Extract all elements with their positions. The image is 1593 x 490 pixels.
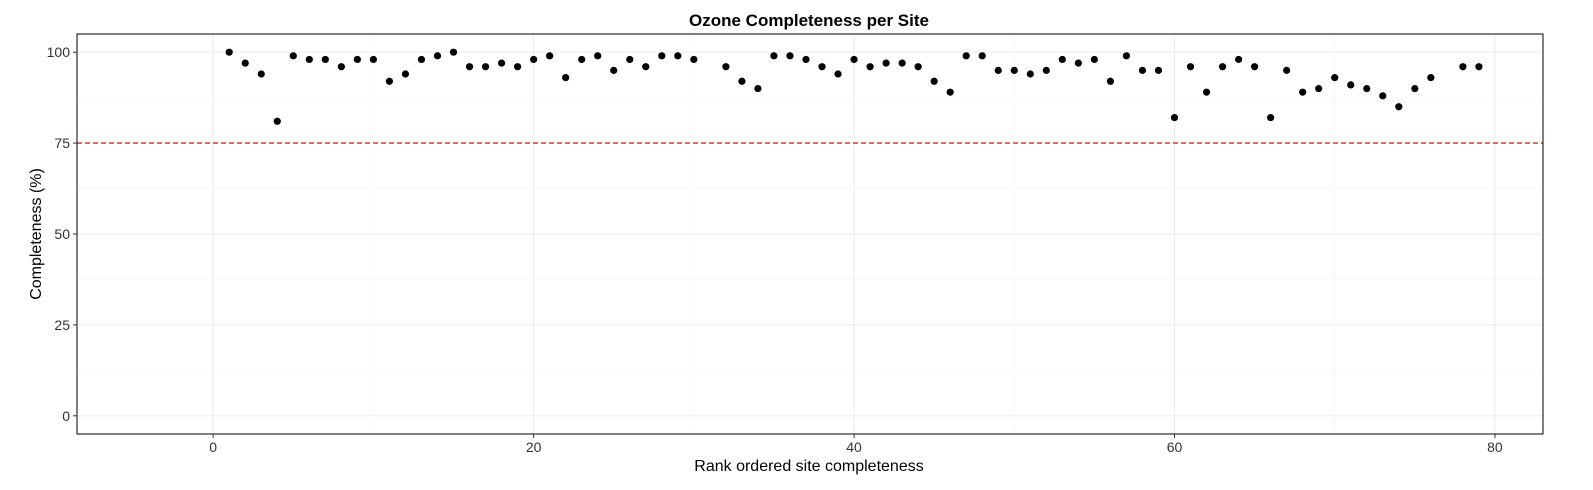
data-point [1267, 114, 1275, 122]
data-point [642, 63, 650, 71]
data-point [1170, 114, 1179, 122]
data-point [481, 63, 490, 71]
x-tick-label: 20 [526, 439, 542, 455]
data-point [273, 117, 281, 125]
data-point [946, 88, 954, 96]
data-point [530, 55, 538, 64]
data-point [1395, 103, 1403, 111]
data-point [594, 52, 602, 60]
data-point [1475, 63, 1483, 71]
x-tick-label: 40 [846, 439, 862, 455]
data-point [289, 52, 297, 60]
data-point [433, 52, 442, 60]
data-point [1010, 66, 1018, 74]
data-point [1218, 63, 1227, 71]
data-point [930, 77, 938, 85]
y-tick-label: 100 [47, 44, 71, 60]
data-point [1154, 66, 1163, 74]
chart-title: Ozone Completeness per Site [689, 11, 929, 30]
data-point [690, 55, 698, 64]
data-point [1090, 55, 1098, 64]
data-point [562, 74, 570, 82]
data-point [1138, 66, 1147, 74]
x-axis-title: Rank ordered site completeness [694, 458, 923, 475]
x-tick-label: 60 [1167, 439, 1183, 455]
data-point [465, 63, 474, 71]
data-point [802, 55, 810, 64]
data-point [257, 70, 265, 78]
data-point [722, 63, 730, 71]
data-point [1058, 55, 1066, 64]
data-point [417, 55, 426, 64]
data-point [449, 48, 458, 56]
data-point [353, 55, 361, 64]
data-point [1331, 74, 1339, 82]
data-point [305, 55, 313, 64]
data-point [866, 63, 874, 71]
data-point [754, 84, 762, 93]
data-point [385, 77, 394, 85]
data-point [369, 55, 378, 64]
data-point [1347, 81, 1355, 89]
data-point [1299, 88, 1307, 96]
data-point [241, 59, 249, 67]
data-point [225, 48, 233, 56]
y-tick-label: 50 [54, 226, 70, 242]
data-point [962, 52, 970, 60]
x-tick-label: 80 [1487, 439, 1503, 455]
data-point [738, 77, 746, 85]
data-point [1234, 55, 1243, 64]
x-axis: 0 20 40 60 80 [209, 434, 1503, 455]
data-point [1106, 77, 1115, 85]
data-point [1186, 63, 1195, 71]
x-tick-label: 0 [209, 439, 217, 455]
y-axis: 0 25 50 75 100 [47, 44, 77, 424]
data-point [546, 52, 554, 60]
data-point [610, 66, 618, 74]
data-point [1459, 63, 1467, 71]
data-point [850, 55, 858, 64]
data-point [1363, 84, 1371, 93]
data-point [882, 59, 890, 67]
data-point [1315, 84, 1323, 93]
data-point [1427, 74, 1435, 82]
data-point [401, 70, 410, 78]
data-point [514, 63, 522, 71]
data-point [626, 55, 634, 64]
data-point [337, 63, 345, 71]
data-point [994, 66, 1002, 74]
y-tick-label: 25 [54, 317, 70, 333]
data-point [578, 55, 586, 64]
data-point [1283, 66, 1291, 74]
data-point [1074, 59, 1082, 67]
data-point [1202, 88, 1211, 96]
data-point [770, 52, 778, 60]
data-point [898, 59, 906, 67]
data-point [674, 52, 682, 60]
data-points [225, 48, 1483, 125]
y-tick-label: 0 [62, 408, 70, 424]
data-point [786, 52, 794, 60]
data-point [914, 63, 922, 71]
y-axis-title: Completeness (%) [28, 168, 45, 300]
data-point [978, 52, 986, 60]
data-point [1251, 63, 1259, 71]
data-point [1042, 66, 1050, 74]
y-tick-label: 75 [54, 135, 70, 151]
data-point [321, 55, 329, 64]
data-point [1379, 92, 1387, 100]
data-point [834, 70, 842, 78]
data-point [497, 59, 506, 67]
data-point [1411, 84, 1419, 93]
data-point [658, 52, 666, 60]
data-point [1026, 70, 1034, 78]
data-point [818, 63, 826, 71]
gridlines [77, 34, 1543, 434]
data-point [1122, 52, 1131, 60]
